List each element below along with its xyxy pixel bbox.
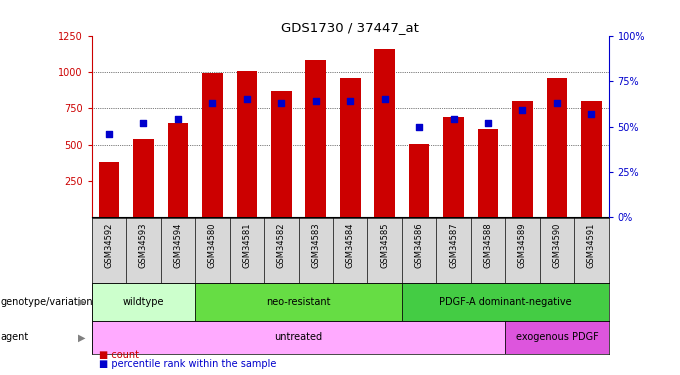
Point: [517, 107, 528, 113]
Bar: [271, 91, 292, 218]
Point: [241, 96, 252, 102]
Point: [276, 100, 287, 106]
Text: GSM34587: GSM34587: [449, 223, 458, 268]
Text: GSM34592: GSM34592: [105, 223, 114, 268]
Text: PDGF-A dominant-negative: PDGF-A dominant-negative: [439, 297, 572, 307]
Text: ■ count: ■ count: [99, 350, 139, 360]
Text: GSM34593: GSM34593: [139, 223, 148, 268]
Text: untreated: untreated: [275, 333, 322, 342]
Point: [413, 124, 424, 130]
Text: GSM34589: GSM34589: [518, 223, 527, 268]
Text: ■ percentile rank within the sample: ■ percentile rank within the sample: [99, 359, 276, 369]
Point: [138, 120, 149, 126]
Bar: [99, 162, 120, 218]
Text: GSM34584: GSM34584: [345, 223, 355, 268]
Bar: [477, 129, 498, 217]
Bar: [581, 101, 602, 217]
Text: neo-resistant: neo-resistant: [267, 297, 330, 307]
Text: ▶: ▶: [78, 297, 85, 307]
Bar: [547, 78, 567, 218]
Text: GSM34590: GSM34590: [552, 223, 562, 268]
Bar: [340, 78, 360, 218]
Point: [345, 98, 356, 104]
Bar: [305, 60, 326, 217]
Title: GDS1730 / 37447_at: GDS1730 / 37447_at: [282, 21, 419, 34]
Bar: [92, 321, 505, 354]
Text: GSM34580: GSM34580: [208, 223, 217, 268]
Point: [586, 111, 597, 117]
Bar: [202, 74, 223, 217]
Point: [379, 96, 390, 102]
Bar: [237, 71, 257, 217]
Text: exogenous PDGF: exogenous PDGF: [515, 333, 598, 342]
Bar: [92, 283, 195, 321]
Point: [103, 131, 114, 137]
Text: GSM34594: GSM34594: [173, 223, 182, 268]
Text: agent: agent: [1, 333, 29, 342]
Text: GSM34582: GSM34582: [277, 223, 286, 268]
Point: [551, 100, 562, 106]
Text: GSM34591: GSM34591: [587, 223, 596, 268]
Point: [207, 100, 218, 106]
Point: [310, 98, 321, 104]
Bar: [512, 101, 533, 217]
Point: [448, 116, 459, 122]
Bar: [133, 139, 154, 218]
Bar: [505, 321, 609, 354]
Bar: [167, 123, 188, 218]
Text: ▶: ▶: [78, 333, 85, 342]
Text: GSM34586: GSM34586: [415, 223, 424, 268]
Bar: [374, 49, 395, 217]
Text: GSM34585: GSM34585: [380, 223, 389, 268]
Bar: [195, 283, 402, 321]
Bar: [443, 117, 464, 218]
Text: genotype/variation: genotype/variation: [1, 297, 93, 307]
Text: wildtype: wildtype: [122, 297, 165, 307]
Point: [483, 120, 494, 126]
Bar: [402, 283, 609, 321]
Text: GSM34588: GSM34588: [483, 223, 492, 268]
Text: GSM34581: GSM34581: [242, 223, 252, 268]
Bar: [409, 144, 430, 218]
Point: [173, 116, 184, 122]
Text: GSM34583: GSM34583: [311, 223, 320, 268]
